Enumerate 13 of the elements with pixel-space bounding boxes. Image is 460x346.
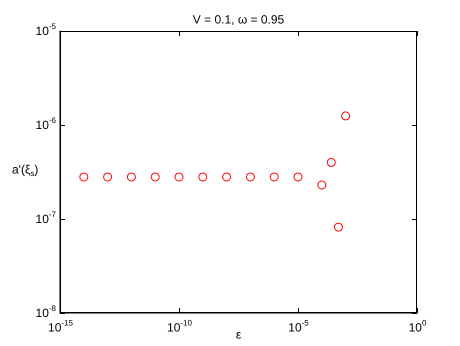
point [150,172,160,182]
chart-title: V = 0.1, ω = 0.95 [192,12,285,26]
point [79,172,88,182]
x-axis-title: ε [236,327,242,342]
point [174,172,184,182]
point [317,180,326,190]
point [198,172,208,182]
point [103,172,112,182]
point [270,172,279,182]
point [222,172,232,182]
point [126,172,136,182]
point [246,172,255,182]
point [294,172,302,182]
